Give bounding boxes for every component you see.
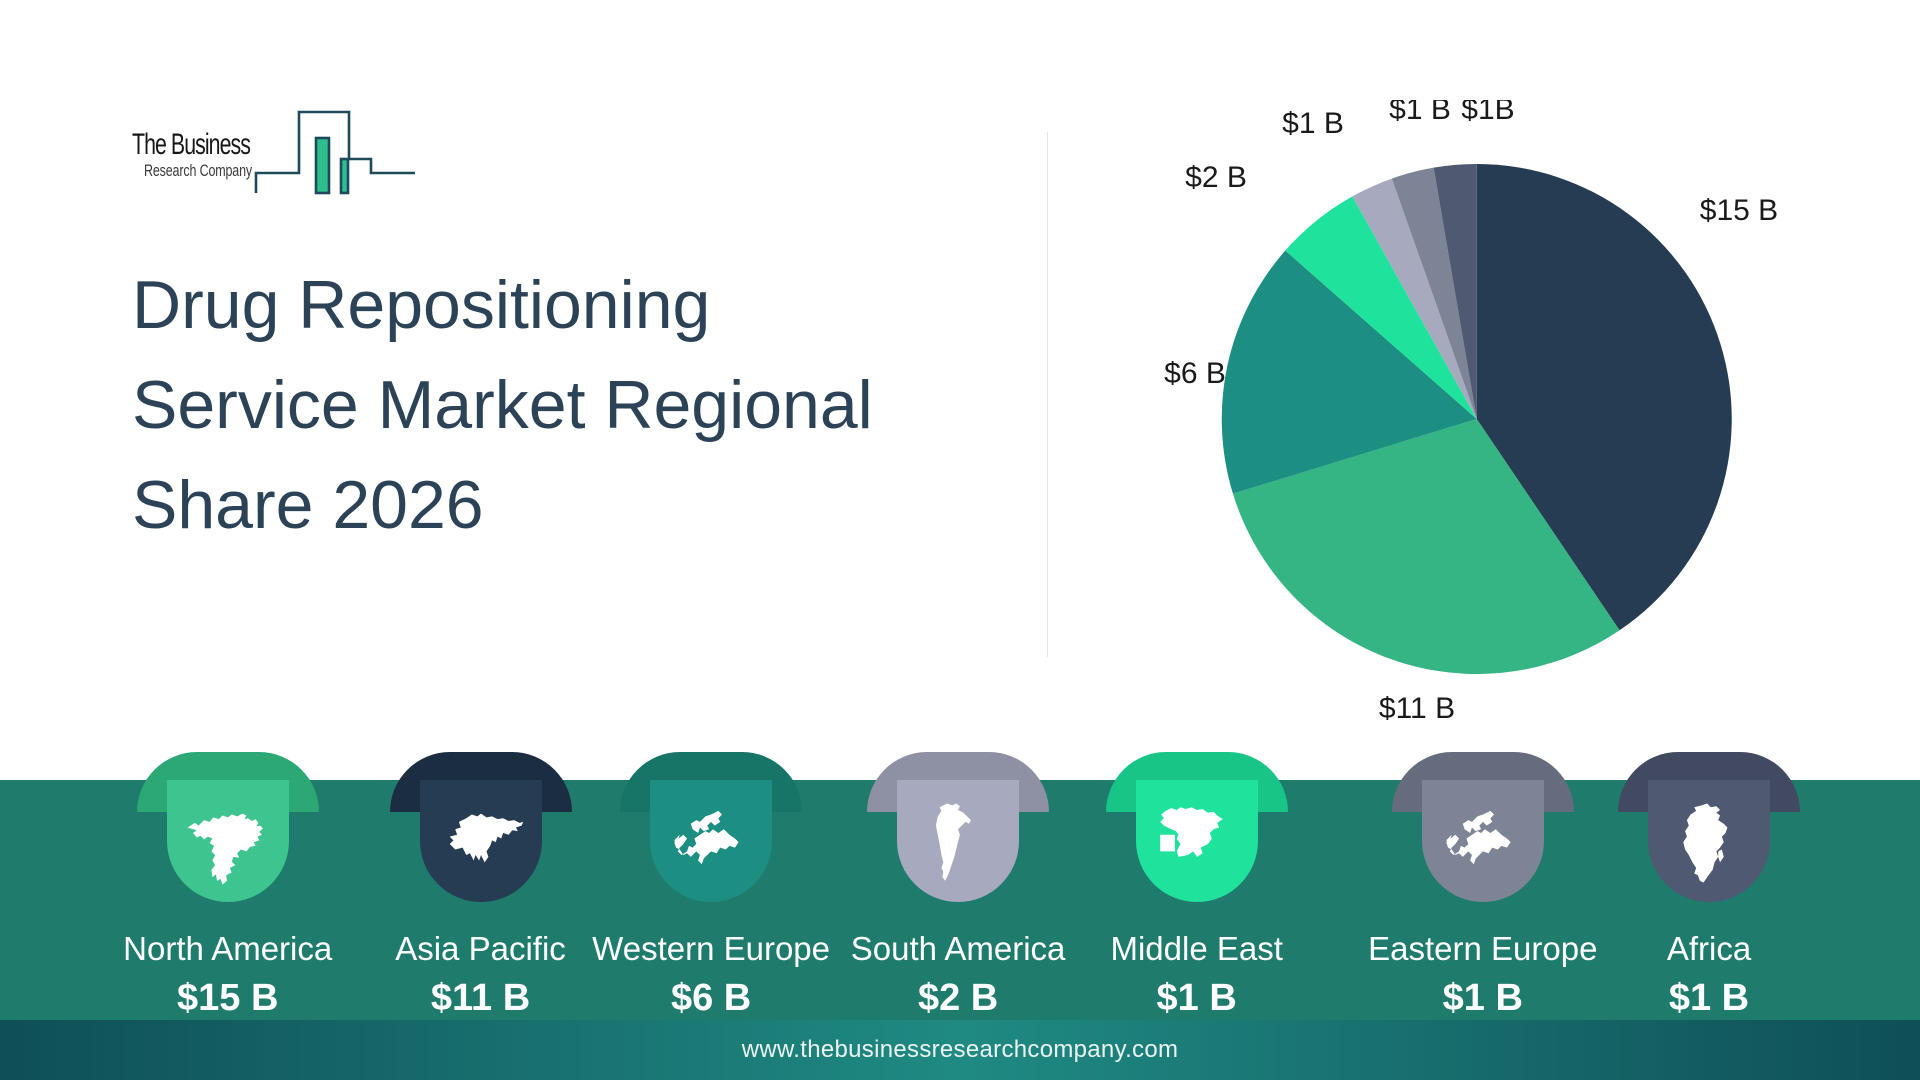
svg-text:$2 B: $2 B: [1185, 161, 1247, 194]
svg-text:$11 B: $11 B: [1379, 692, 1455, 725]
svg-text:The Business: The Business: [132, 128, 250, 161]
svg-text:$1 B: $1 B: [1282, 107, 1344, 140]
svg-text:$6 B: $6 B: [1164, 357, 1226, 390]
svg-text:$1B: $1B: [1461, 100, 1514, 126]
svg-text:$1 B: $1 B: [1389, 100, 1451, 126]
svg-text:$15 B: $15 B: [1700, 194, 1778, 227]
svg-text:Research Company: Research Company: [144, 162, 253, 180]
